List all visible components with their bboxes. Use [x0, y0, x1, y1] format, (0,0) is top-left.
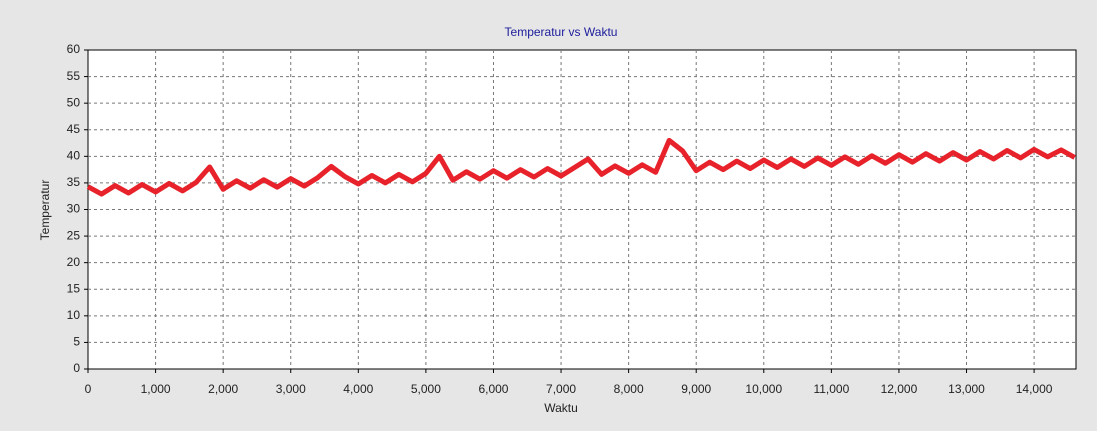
chart: Temperatur vs Waktu Waktu Temperatur 0 5 1…: [0, 0, 1097, 431]
x-tick-label: 4,000: [343, 382, 373, 396]
y-tick-label: 40: [67, 149, 81, 163]
y-tick-label: 10: [67, 308, 81, 322]
x-axis-label: Waktu: [544, 401, 578, 415]
y-tick-label: 5: [73, 335, 80, 349]
y-tick-label: 30: [67, 202, 81, 216]
y-tick-label: 20: [67, 255, 81, 269]
y-tick-label: 50: [67, 95, 81, 109]
x-tick-label: 9,000: [681, 382, 711, 396]
y-axis-label: Temperatur: [38, 180, 52, 241]
x-tick-label: 2,000: [208, 382, 238, 396]
x-tick-label: 0: [85, 382, 92, 396]
y-tick-label: 15: [67, 281, 81, 295]
y-tick-label: 35: [67, 175, 81, 189]
x-tick-label: 1,000: [141, 382, 171, 396]
x-tick-label: 7,000: [546, 382, 576, 396]
x-tick-label: 14,000: [1016, 382, 1053, 396]
x-tick-label: 13,000: [948, 382, 985, 396]
chart-title: Temperatur vs Waktu: [505, 25, 618, 39]
x-tick-label: 10,000: [745, 382, 782, 396]
y-tick-label: 25: [67, 228, 81, 242]
x-tick-label: 8,000: [614, 382, 644, 396]
y-tick-label: 55: [67, 69, 81, 83]
x-tick-label: 5,000: [411, 382, 441, 396]
x-tick-label: 11,000: [813, 382, 849, 396]
y-tick-label: 60: [67, 42, 81, 56]
y-tick-label: 45: [67, 122, 81, 136]
y-tick-label: 0: [73, 361, 80, 375]
x-tick-label: 3,000: [276, 382, 306, 396]
x-tick-label: 12,000: [881, 382, 918, 396]
x-tick-label: 6,000: [478, 382, 508, 396]
